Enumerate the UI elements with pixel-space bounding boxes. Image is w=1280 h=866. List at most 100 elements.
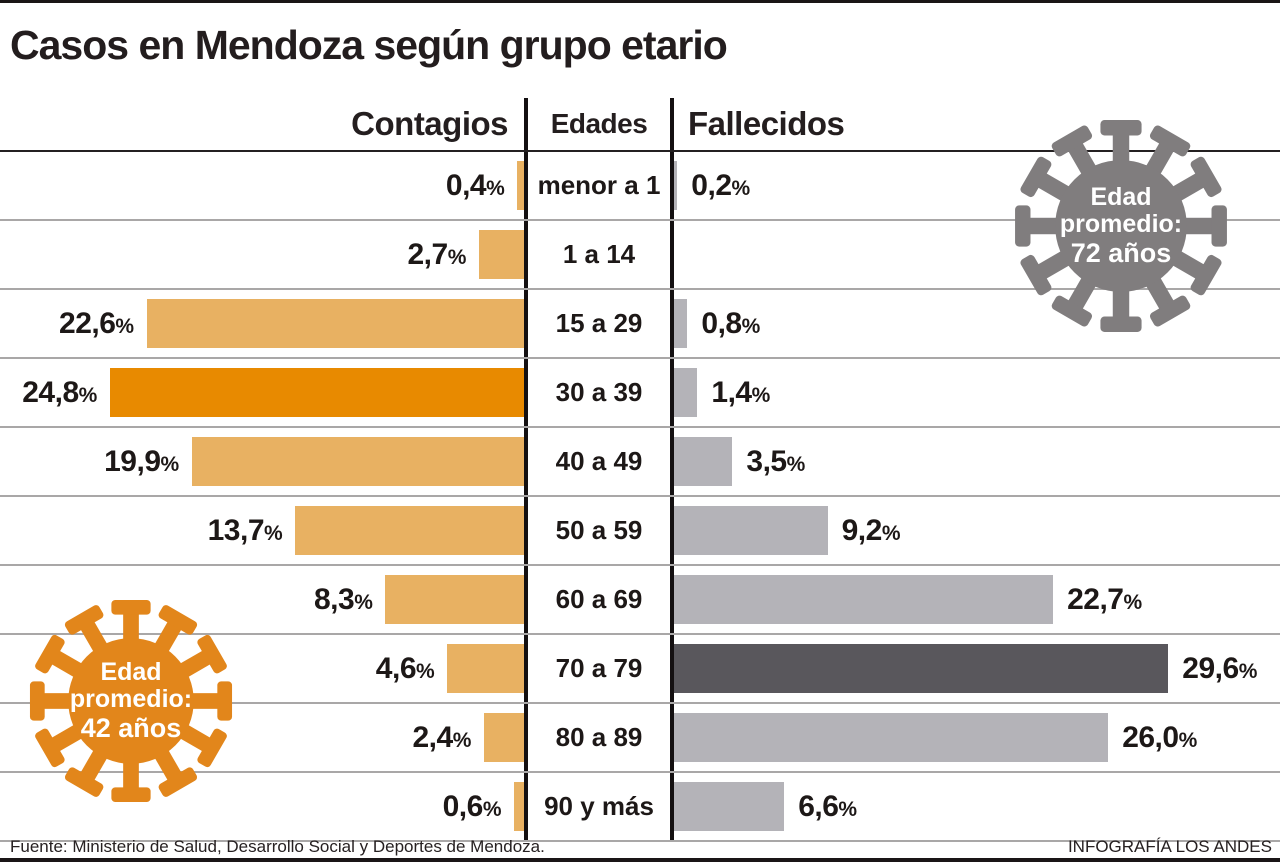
fallecidos-bar <box>674 506 828 555</box>
fallecidos-bar <box>674 782 785 831</box>
fallecidos-cell: 0,8% <box>674 290 1280 357</box>
contagios-value-label: 0,6% <box>442 789 502 823</box>
contagios-bar <box>385 575 524 624</box>
contagios-value-label: 2,4% <box>412 720 472 754</box>
fallecidos-bar <box>674 368 698 417</box>
table-row: 13,7% 50 a 59 9,2% <box>0 497 1280 566</box>
contagios-bar <box>146 299 524 348</box>
age-cell: 90 y más <box>524 773 674 840</box>
age-group-label: 80 a 89 <box>555 722 643 752</box>
fallecidos-cell: 22,7% <box>674 566 1280 633</box>
age-cell: 60 a 69 <box>524 566 674 633</box>
contagios-bar <box>478 230 524 279</box>
fallecidos-cell: 3,5% <box>674 428 1280 495</box>
fallecidos-bar <box>674 575 1054 624</box>
table-row: 0,4% menor a 1 0,2% <box>0 152 1280 221</box>
contagios-cell: 22,6% <box>0 290 524 357</box>
header-cell-fallecidos: Fallecidos <box>674 105 1280 143</box>
chart-rows: 0,4% menor a 1 0,2% 2,7% 1 a 14 22,6% 15 a 29 0… <box>0 152 1280 842</box>
fallecidos-bar <box>674 713 1109 762</box>
contagios-cell: 0,6% <box>0 773 524 840</box>
contagios-bar <box>517 161 524 210</box>
column-header-row: Contagios Edades Fallecidos <box>0 98 1280 152</box>
fallecidos-cell: 1,4% <box>674 359 1280 426</box>
table-row: 24,8% 30 a 39 1,4% <box>0 359 1280 428</box>
contagios-value-label: 8,3% <box>314 582 373 616</box>
contagios-bar <box>447 644 524 693</box>
contagios-value-label: 0,4% <box>445 168 505 202</box>
age-group-label: menor a 1 <box>537 170 661 200</box>
age-cell: 40 a 49 <box>524 428 674 495</box>
contagios-value-label: 22,6% <box>59 306 134 340</box>
contagios-bar <box>295 506 524 555</box>
contagios-column-label: Contagios <box>351 105 508 142</box>
contagios-bar <box>109 368 524 417</box>
fallecidos-cell: 6,6% <box>674 773 1280 840</box>
age-group-label: 70 a 79 <box>555 653 643 683</box>
average-age-badge-text: Edad promedio: 42 años <box>28 598 234 804</box>
page-title: Casos en Mendoza según grupo etario <box>10 22 728 68</box>
badge-line: Edad <box>1090 182 1152 211</box>
bottom-rule <box>0 858 1280 862</box>
fallecidos-value-label: 29,6% <box>1182 651 1257 685</box>
fallecidos-cell: 26,0% <box>674 704 1280 771</box>
contagios-value-label: 13,7% <box>207 513 283 547</box>
fallecidos-bar <box>674 437 733 486</box>
source-text: Fuente: Ministerio de Salud, Desarrollo … <box>10 837 545 856</box>
contagios-cell: 8,3% <box>0 566 524 633</box>
contagios-cell: 2,4% <box>0 704 524 771</box>
fallecidos-value-label: 0,8% <box>701 306 760 340</box>
age-group-label: 50 a 59 <box>555 515 643 545</box>
credit-text: INFOGRAFÍA LOS ANDES <box>1067 837 1272 856</box>
age-cell: menor a 1 <box>524 152 674 219</box>
fallecidos-value-label: 1,4% <box>711 375 770 409</box>
age-group-label: 60 a 69 <box>555 584 643 614</box>
table-row: 19,9% 40 a 49 3,5% <box>0 428 1280 497</box>
age-group-label: 40 a 49 <box>555 446 643 476</box>
badge-line: Edad <box>100 657 162 686</box>
fallecidos-value-label: 3,5% <box>746 444 805 478</box>
contagios-cell: 13,7% <box>0 497 524 564</box>
age-group-label: 30 a 39 <box>555 377 643 407</box>
fallecidos-cell: 0,2% <box>674 152 1280 219</box>
average-age-badge-contagios: Edad promedio: 42 años <box>28 598 234 804</box>
table-row: 4,6% 70 a 79 29,6% <box>0 635 1280 704</box>
fallecidos-value-label: 6,6% <box>798 789 857 823</box>
contagios-value-label: 4,6% <box>375 651 435 685</box>
contagios-cell: 2,7% <box>0 221 524 288</box>
fallecidos-value-label: 0,2% <box>691 168 750 202</box>
header-cell-contagios: Contagios <box>0 105 524 143</box>
badge-line: promedio: <box>1059 210 1183 239</box>
header-cell-edades: Edades <box>524 98 674 150</box>
fallecidos-bar <box>674 299 688 348</box>
table-row: 22,6% 15 a 29 0,8% <box>0 290 1280 359</box>
table-row: 2,7% 1 a 14 <box>0 221 1280 290</box>
chart-table: Contagios Edades Fallecidos 0,4% menor a … <box>0 98 1280 842</box>
top-rule <box>0 0 1280 3</box>
badge-line: promedio: <box>69 685 193 714</box>
fallecidos-value-label: 26,0% <box>1122 720 1197 754</box>
average-age-badge-fallecidos: Edad promedio: 72 años <box>1013 118 1229 334</box>
virus-icon <box>28 598 234 804</box>
contagios-cell: 4,6% <box>0 635 524 702</box>
contagios-bar <box>483 713 524 762</box>
fallecidos-column-label: Fallecidos <box>688 105 845 142</box>
badge-line-age: 72 años <box>1070 237 1172 268</box>
age-group-label: 15 a 29 <box>555 308 643 338</box>
contagios-bar <box>191 437 524 486</box>
age-cell: 15 a 29 <box>524 290 674 357</box>
contagios-bar <box>514 782 524 831</box>
fallecidos-cell: 29,6% <box>674 635 1280 702</box>
age-cell: 1 a 14 <box>524 221 674 288</box>
virus-icon <box>1013 118 1229 334</box>
table-row: 2,4% 80 a 89 26,0% <box>0 704 1280 773</box>
fallecidos-bar <box>674 161 678 210</box>
contagios-value-label: 2,7% <box>407 237 467 271</box>
age-group-label: 90 y más <box>544 791 654 821</box>
edades-column-label: Edades <box>550 108 648 139</box>
table-row: 8,3% 60 a 69 22,7% <box>0 566 1280 635</box>
age-group-label: 1 a 14 <box>562 239 636 269</box>
badge-line-age: 42 años <box>80 712 182 743</box>
fallecidos-value-label: 22,7% <box>1067 582 1142 616</box>
